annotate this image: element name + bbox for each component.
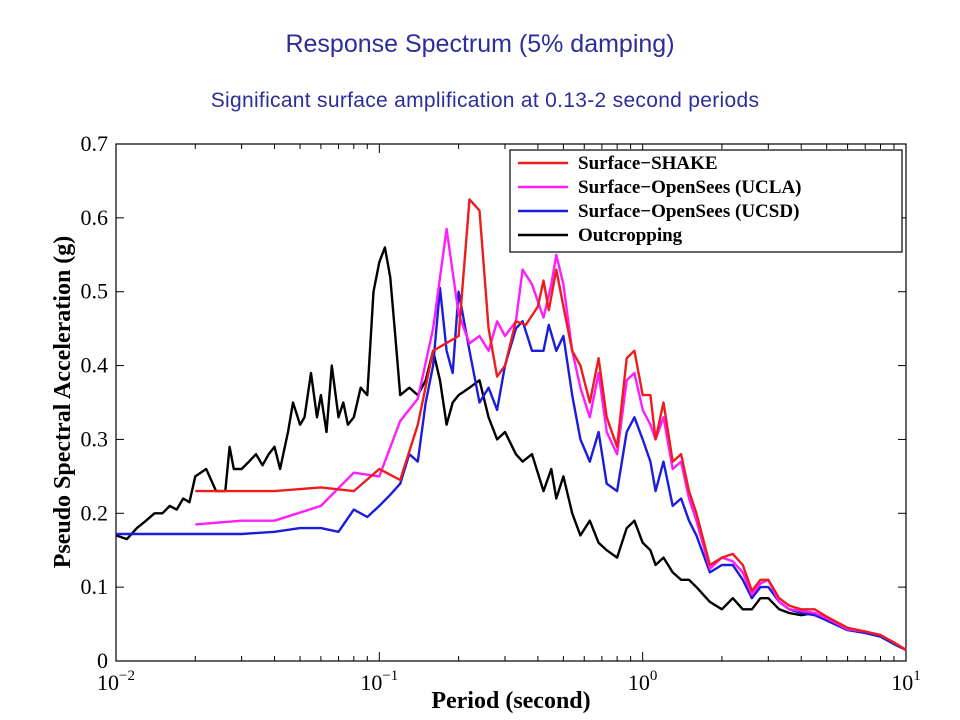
x-tick-base: 10 — [97, 670, 119, 695]
legend-label: Surface−OpenSees (UCLA) — [578, 177, 802, 198]
y-tick-label: 0.1 — [81, 574, 109, 599]
slide-title: Response Spectrum (5% damping) — [285, 30, 675, 58]
y-tick-label: 0.4 — [81, 353, 109, 378]
x-axis-label: Period (second) — [431, 688, 590, 714]
x-tick-exponent: 1 — [913, 668, 921, 684]
legend-box — [509, 149, 903, 253]
y-axis-label: Pseudo Spectral Acceleration (g) — [50, 236, 76, 569]
y-axis: 0 0.1 0.2 0.3 0.4 0.5 0.6 0.7 — [81, 131, 906, 673]
series-line-0 — [195, 198, 907, 651]
x-tick-base: 10 — [360, 670, 382, 695]
slide-subtitle: Significant surface amplification at 0.1… — [210, 89, 760, 112]
legend-label: Surface−SHAKE — [578, 153, 718, 174]
y-tick-label: 0.7 — [81, 131, 109, 156]
x-tick-label: 10−2 — [97, 668, 135, 695]
x-tick-base: 10 — [891, 670, 913, 695]
legend: Surface−SHAKE Surface−OpenSees (UCLA) Surf… — [509, 149, 903, 253]
x-tick-exponent: 0 — [650, 668, 658, 684]
y-tick-label: 0.5 — [81, 279, 109, 304]
series-lines — [115, 198, 907, 651]
legend-label: Outcropping — [578, 225, 683, 246]
y-tick-label: 0.6 — [81, 205, 109, 230]
x-tick-exponent: −1 — [382, 668, 398, 684]
y-tick-label: 0.2 — [81, 500, 109, 525]
series-line-1 — [195, 227, 907, 651]
x-axis: 10−2 10−1 100 101 — [97, 144, 921, 695]
x-tick-label: 100 — [628, 668, 658, 695]
plot-frame — [115, 143, 907, 662]
x-tick-base: 10 — [628, 670, 650, 695]
x-tick-label: 10−1 — [360, 668, 398, 695]
x-tick-exponent: −2 — [119, 668, 135, 684]
y-tick-label: 0 — [97, 648, 108, 673]
series-line-2 — [116, 286, 907, 651]
legend-label: Surface−OpenSees (UCSD) — [578, 201, 799, 222]
series-line-3 — [115, 246, 907, 651]
y-tick-label: 0.3 — [81, 426, 109, 451]
x-tick-label: 101 — [891, 668, 921, 695]
